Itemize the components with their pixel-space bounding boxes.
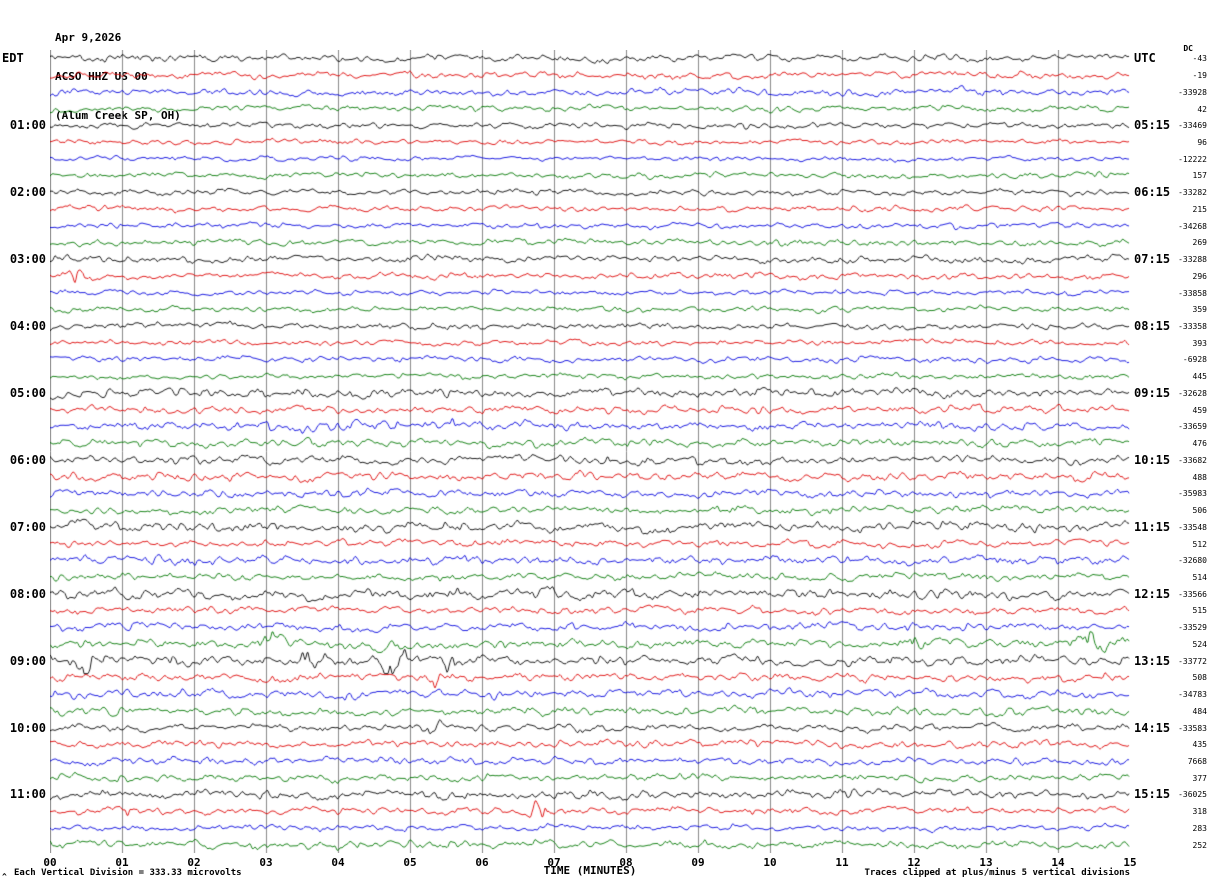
x-tick-label: 15 xyxy=(1123,856,1137,869)
x-tick-label: 10 xyxy=(763,856,777,869)
dc-offset-value: -33529 xyxy=(1178,623,1207,633)
dc-offset-value: -12222 xyxy=(1178,154,1207,164)
dc-offset-value: -33566 xyxy=(1178,589,1207,599)
x-tick-label: 03 xyxy=(259,856,273,869)
dc-offset-value: 359 xyxy=(1192,305,1207,315)
dc-offset-value: 508 xyxy=(1192,673,1207,683)
edt-hour-label: 02:00 xyxy=(9,185,46,200)
dc-offset-value: -33858 xyxy=(1178,288,1207,298)
edt-hour-label: 07:00 xyxy=(9,519,46,534)
edt-hour-label: 01:00 xyxy=(9,118,46,133)
x-tick-label: 14 xyxy=(1051,856,1065,869)
dc-offset-value: 514 xyxy=(1192,572,1207,582)
dc-offset-value: 476 xyxy=(1192,439,1207,449)
seismogram-canvas xyxy=(50,50,1130,853)
dc-offset-value: -19 xyxy=(1192,71,1207,81)
dc-offset-value: -32680 xyxy=(1178,556,1207,566)
dc-offset-value: -35983 xyxy=(1178,489,1207,499)
dc-offset-value: 215 xyxy=(1192,204,1207,214)
utc-hour-label: 12:15 xyxy=(1134,586,1171,601)
edt-hour-label: 03:00 xyxy=(9,252,46,267)
edt-hour-label: 05:00 xyxy=(9,385,46,400)
dc-offset-value: -43 xyxy=(1192,54,1207,64)
dc-offset-value: -33288 xyxy=(1178,255,1207,265)
dc-offset-value: -32628 xyxy=(1178,388,1207,398)
dc-offset-value: -33659 xyxy=(1178,422,1207,432)
dc-offset-value: -33548 xyxy=(1178,522,1207,532)
dc-offset-value: 318 xyxy=(1192,807,1207,817)
dc-offset-value: 506 xyxy=(1192,506,1207,516)
dc-offset-value: 512 xyxy=(1192,539,1207,549)
dc-offset-value: -33928 xyxy=(1178,87,1207,97)
utc-hour-label: 09:15 xyxy=(1134,385,1171,400)
edt-hour-label: 09:00 xyxy=(9,653,46,668)
dc-offset-value: 269 xyxy=(1192,238,1207,248)
edt-hour-label: 10:00 xyxy=(9,720,46,735)
dc-offset-value: 96 xyxy=(1197,138,1207,147)
dc-offset-value: 42 xyxy=(1197,104,1207,114)
x-tick-label: 06 xyxy=(475,856,489,869)
utc-hour-label: 11:15 xyxy=(1134,519,1171,534)
dc-offset-value: 393 xyxy=(1192,338,1207,348)
edt-hour-label: 11:00 xyxy=(9,787,46,802)
utc-hour-label: 14:15 xyxy=(1134,720,1171,735)
dc-offset-value: 252 xyxy=(1192,840,1207,850)
x-axis-title: TIME (MINUTES) xyxy=(543,864,637,877)
header-date: Apr 9,2026 xyxy=(55,31,122,44)
dc-offset-value: 157 xyxy=(1192,171,1207,181)
dc-offset-value: -36025 xyxy=(1178,790,1207,800)
x-tick-label: 05 xyxy=(403,856,417,869)
dc-offset-value: -33772 xyxy=(1178,656,1207,666)
x-tick-label: 09 xyxy=(691,856,705,869)
dc-offset-value: -33282 xyxy=(1178,188,1207,198)
vertical-division-scale-note: Each Vertical Division = 333.33 microvol… xyxy=(14,868,242,878)
edt-hour-label: 04:00 xyxy=(9,319,46,334)
dc-offset-column-header: DC xyxy=(1183,44,1193,53)
dc-offset-value: -6928 xyxy=(1182,355,1207,365)
utc-hour-label: 10:15 xyxy=(1134,452,1171,467)
utc-hour-label: 05:15 xyxy=(1134,118,1171,133)
dc-offset-value: 484 xyxy=(1192,706,1207,716)
x-tick-label: 07 xyxy=(547,856,561,869)
dc-offset-value: 435 xyxy=(1192,740,1207,750)
edt-hour-label: EDT xyxy=(2,51,24,66)
x-tick-label: 12 xyxy=(907,856,921,869)
utc-hour-label: 06:15 xyxy=(1134,185,1171,200)
dc-offset-value: 377 xyxy=(1192,773,1207,783)
utc-hour-label: 15:15 xyxy=(1134,787,1171,802)
dc-offset-value: -34783 xyxy=(1178,690,1207,700)
x-tick-label: 01 xyxy=(115,856,129,869)
dc-offset-value: 445 xyxy=(1192,372,1207,382)
dc-offset-value: 7668 xyxy=(1187,756,1207,766)
dc-offset-value: -33469 xyxy=(1178,121,1207,131)
edt-hour-label: 06:00 xyxy=(9,452,46,467)
utc-hour-label: UTC xyxy=(1134,51,1156,66)
dc-offset-value: -33583 xyxy=(1178,723,1207,733)
x-tick-label: 08 xyxy=(619,856,633,869)
x-tick-label: 04 xyxy=(331,856,345,869)
dc-offset-value: 459 xyxy=(1192,405,1207,415)
utc-hour-label: 13:15 xyxy=(1134,653,1171,668)
dc-offset-value: 296 xyxy=(1192,271,1207,281)
dc-offset-value: -33682 xyxy=(1178,455,1207,465)
clipping-note: Traces clipped at plus/minus 5 vertical … xyxy=(864,868,1130,878)
dc-offset-value: -33358 xyxy=(1178,322,1207,332)
x-tick-label: 11 xyxy=(835,856,849,869)
dc-offset-value: 524 xyxy=(1192,639,1207,649)
dc-offset-value: -34268 xyxy=(1178,221,1207,231)
x-tick-label: 13 xyxy=(979,856,993,869)
corner-glyph: ^ xyxy=(2,872,7,881)
x-tick-label: 02 xyxy=(187,856,201,869)
dc-offset-value: 488 xyxy=(1192,472,1207,482)
x-tick-label: 00 xyxy=(43,856,57,869)
dc-offset-value: 283 xyxy=(1192,823,1207,833)
dc-offset-value: 515 xyxy=(1192,606,1207,616)
edt-hour-label: 08:00 xyxy=(9,586,46,601)
utc-hour-label: 08:15 xyxy=(1134,319,1171,334)
utc-hour-label: 07:15 xyxy=(1134,252,1171,267)
